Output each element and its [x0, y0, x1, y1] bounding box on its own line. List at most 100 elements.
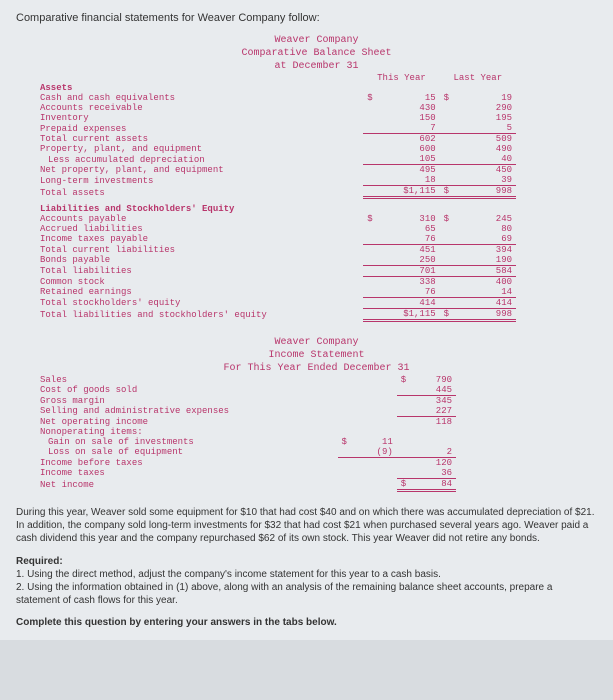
required-label: Required:: [16, 556, 63, 567]
is-row-label: Income before taxes: [36, 457, 338, 468]
bs-row-last-year: $19: [440, 93, 516, 103]
is-row-col2: 2: [397, 447, 456, 458]
is-row-col1: [338, 478, 397, 490]
bs-row-last-year: 509: [440, 134, 516, 145]
is-row-col1: [338, 375, 397, 385]
bs-row-label: Total current liabilities: [36, 244, 363, 255]
is-row-col2: 120: [397, 457, 456, 468]
bs-title: Comparative Balance Sheet: [36, 47, 597, 60]
bs-row-this-year: 495: [363, 165, 439, 176]
bs-row-last-year: 584: [440, 265, 516, 276]
bs-row-this-year: $1,115: [363, 308, 439, 320]
required-1: 1. Using the direct method, adjust the c…: [16, 569, 441, 580]
bs-row-this-year: 600: [363, 144, 439, 154]
bs-row-this-year: 430: [363, 103, 439, 113]
bs-row-last-year: 39: [440, 175, 516, 186]
bs-row-this-year: $15: [363, 93, 439, 103]
required-section: Required: 1. Using the direct method, ad…: [16, 555, 597, 607]
bs-row-this-year: 150: [363, 113, 439, 123]
bs-row-label: Property, plant, and equipment: [36, 144, 363, 154]
bs-row-label: Total assets: [36, 186, 363, 198]
is-row-col1: [338, 395, 397, 406]
is-company: Weaver Company: [36, 336, 597, 349]
bs-row-label: Income taxes payable: [36, 234, 363, 245]
is-row-col2: 345: [397, 395, 456, 406]
is-header: Weaver Company Income Statement For This…: [36, 336, 597, 375]
bs-row-last-year: 69: [440, 234, 516, 245]
is-row-col2: 36: [397, 468, 456, 479]
is-date: For This Year Ended December 31: [36, 362, 597, 375]
bs-date: at December 31: [36, 60, 597, 73]
intro-text: Comparative financial statements for Wea…: [16, 12, 597, 24]
bs-row-label: Total liabilities: [36, 265, 363, 276]
bs-row-this-year: 65: [363, 224, 439, 234]
is-row-col1: [338, 468, 397, 479]
is-row-col1: (9): [338, 447, 397, 458]
is-row-col1: [338, 457, 397, 468]
is-row-label: Nonoperating items:: [36, 427, 338, 437]
bs-row-last-year: 414: [440, 297, 516, 308]
bs-row-this-year: $1,115: [363, 186, 439, 198]
bs-row-label: Less accumulated depreciation: [36, 154, 363, 165]
bs-row-label: Retained earnings: [36, 287, 363, 298]
is-row-col1: [338, 406, 397, 417]
bs-row-this-year: 76: [363, 287, 439, 298]
is-row-col2: [397, 437, 456, 447]
bs-row-last-year: 450: [440, 165, 516, 176]
bs-row-this-year: 7: [363, 123, 439, 134]
is-row-col2: 227: [397, 406, 456, 417]
is-row-label: Cost of goods sold: [36, 385, 338, 396]
bs-row-last-year: 400: [440, 276, 516, 287]
bs-row-label: Accounts receivable: [36, 103, 363, 113]
is-row-col2: 118: [397, 416, 456, 427]
bs-row-this-year: 701: [363, 265, 439, 276]
bs-row-label: Prepaid expenses: [36, 123, 363, 134]
bs-row-this-year: 602: [363, 134, 439, 145]
is-row-col2: [397, 427, 456, 437]
is-row-col1: [338, 416, 397, 427]
bs-row-this-year: 76: [363, 234, 439, 245]
is-row-col2: $84: [397, 478, 456, 490]
bs-company: Weaver Company: [36, 34, 597, 47]
bs-row-last-year: $998: [440, 186, 516, 198]
required-2: 2. Using the information obtained in (1)…: [16, 582, 552, 606]
bs-row-label: Total liabilities and stockholders' equi…: [36, 308, 363, 320]
is-row-label: Sales: [36, 375, 338, 385]
bs-row-last-year: 80: [440, 224, 516, 234]
is-row-label: Income taxes: [36, 468, 338, 479]
bs-row-label: Bonds payable: [36, 255, 363, 266]
is-row-col2: 445: [397, 385, 456, 396]
is-row-col1: [338, 385, 397, 396]
bs-row-label: Net property, plant, and equipment: [36, 165, 363, 176]
bs-row-label: Accrued liabilities: [36, 224, 363, 234]
assets-header: Assets: [36, 83, 363, 93]
bs-row-label: Accounts payable: [36, 214, 363, 224]
col-this-year: This Year: [363, 73, 439, 83]
is-row-col2: $790: [397, 375, 456, 385]
is-row-col1: [338, 427, 397, 437]
balance-sheet-table: This Year Last Year Assets Cash and cash…: [36, 73, 516, 322]
income-statement-table: Sales$790Cost of goods sold445Gross marg…: [36, 375, 456, 492]
bs-row-last-year: 5: [440, 123, 516, 134]
bs-row-last-year: 290: [440, 103, 516, 113]
bs-row-label: Total stockholders' equity: [36, 297, 363, 308]
bs-row-this-year: 451: [363, 244, 439, 255]
liab-header: Liabilities and Stockholders' Equity: [36, 204, 363, 214]
bs-row-label: Cash and cash equivalents: [36, 93, 363, 103]
bs-row-this-year: 105: [363, 154, 439, 165]
bs-row-this-year: 18: [363, 175, 439, 186]
narrative-text: During this year, Weaver sold some equip…: [16, 506, 597, 545]
bs-header: Weaver Company Comparative Balance Sheet…: [36, 34, 597, 73]
complete-instruction: Complete this question by entering your …: [16, 617, 597, 628]
bs-row-label: Common stock: [36, 276, 363, 287]
is-title: Income Statement: [36, 349, 597, 362]
is-row-label: Gain on sale of investments: [36, 437, 338, 447]
bs-row-last-year: 394: [440, 244, 516, 255]
col-last-year: Last Year: [440, 73, 516, 83]
bs-row-this-year: 250: [363, 255, 439, 266]
is-row-label: Net income: [36, 478, 338, 490]
bs-row-last-year: 14: [440, 287, 516, 298]
bs-row-this-year: $310: [363, 214, 439, 224]
bs-row-last-year: 490: [440, 144, 516, 154]
is-row-label: Net operating income: [36, 416, 338, 427]
